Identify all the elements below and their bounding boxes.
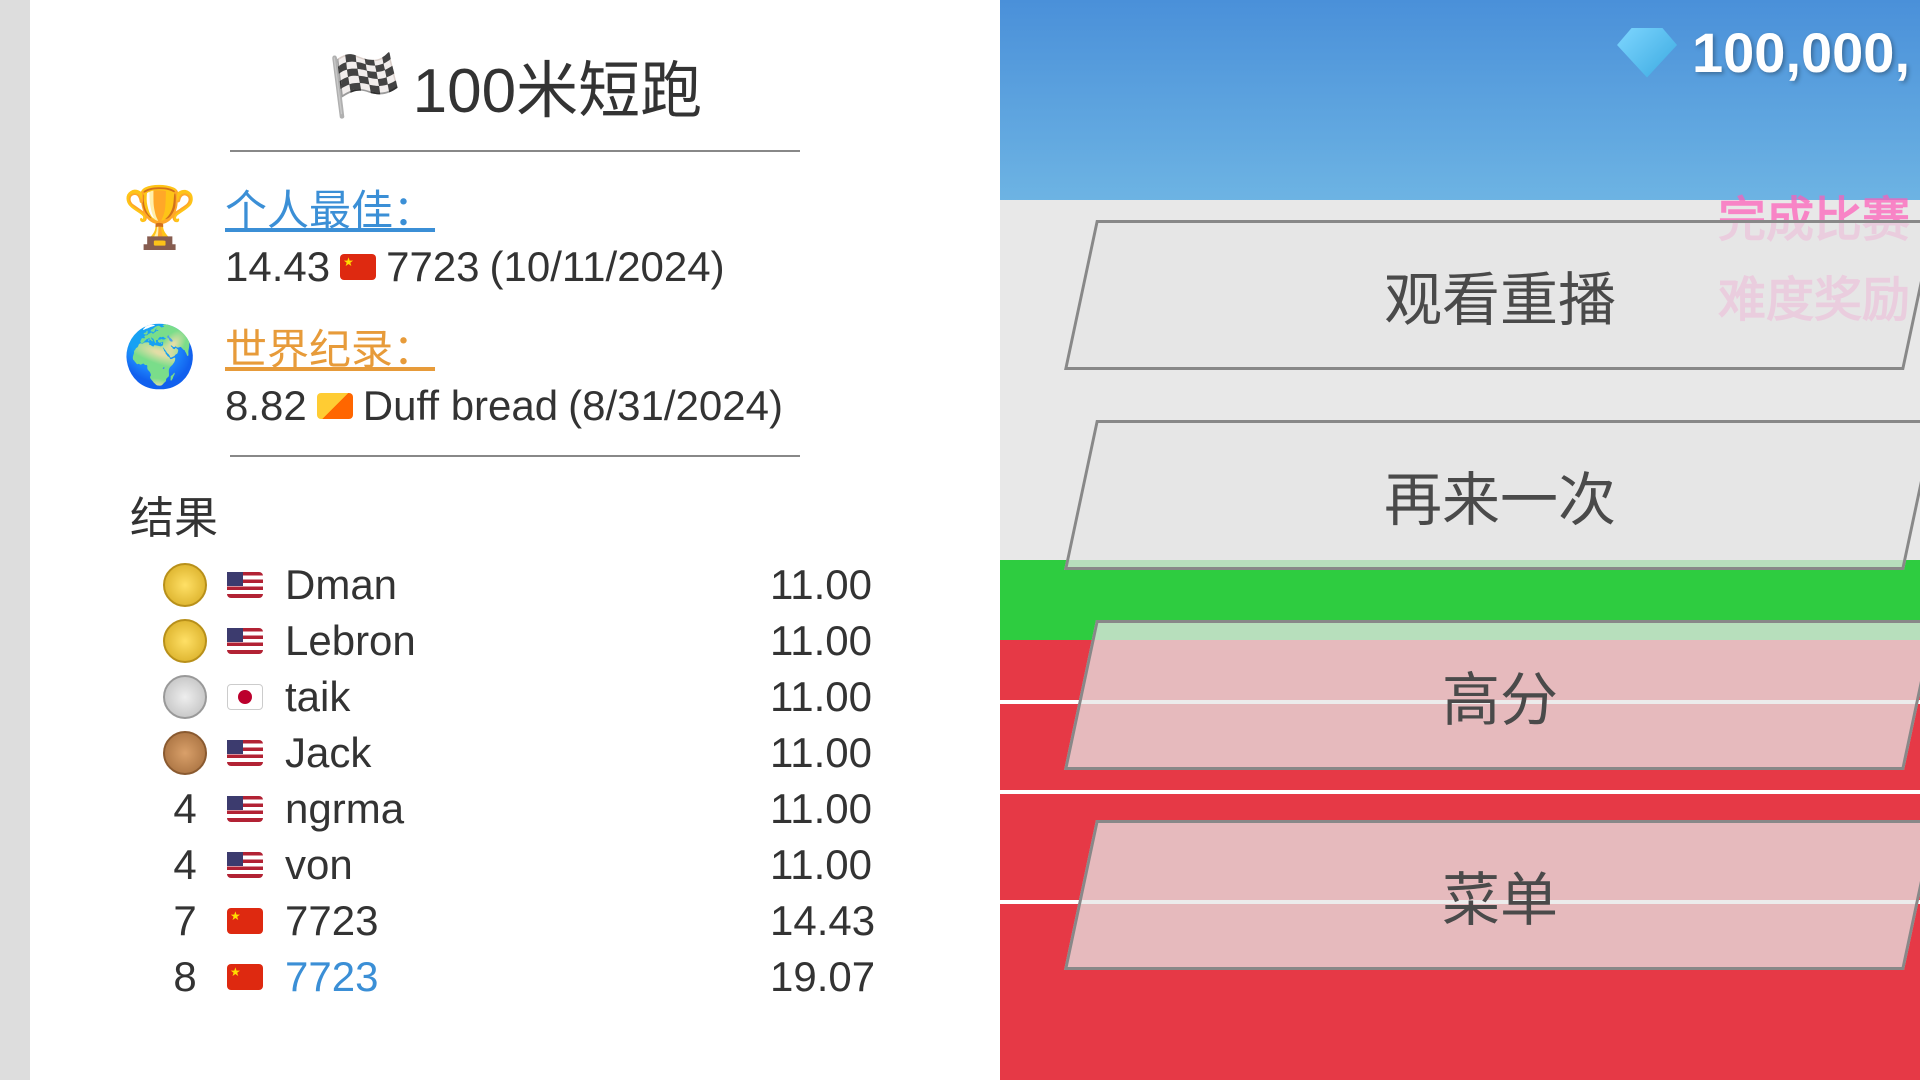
world-record-row: 🌍 世界纪录： 8.82 Duff bread (8/31/2024) [80,316,950,430]
player-time: 11.00 [770,617,950,665]
rank-cell [150,731,220,775]
flag-cell [220,572,270,598]
rank-cell: 7 [150,897,220,945]
country-flag-icon [227,572,263,598]
rank-cell [150,619,220,663]
country-flag-icon [227,908,263,934]
player-name: Jack [270,729,770,777]
rank-cell: 4 [150,785,220,833]
result-row: Jack11.00 [150,729,950,777]
pb-label: 个人最佳： [225,177,725,238]
player-time: 11.00 [770,673,950,721]
player-name: von [270,841,770,889]
trophy-icon: 🏆 [120,177,200,257]
result-row: 4 ngrma11.00 [150,785,950,833]
player-time: 11.00 [770,561,950,609]
gold-medal-icon [163,563,207,607]
pb-player: 7723 [386,243,479,291]
pb-time: 14.43 [225,243,330,291]
flag-cell [220,628,270,654]
pb-flag-icon [340,254,376,280]
menu-button[interactable]: 菜单 [1064,820,1920,970]
player-time: 11.00 [770,729,950,777]
checkered-flag-icon: 🏁 [328,50,403,121]
menu-button-stack: 观看重播 再来一次 高分 菜单 [1080,220,1920,970]
flag-cell [220,796,270,822]
country-flag-icon [227,796,263,822]
wr-time: 8.82 [225,382,307,430]
flag-cell [220,852,270,878]
player-name: 7723 [270,953,770,1001]
gold-medal-icon [163,619,207,663]
personal-best-row: 🏆 个人最佳： 14.43 7723 (10/11/2024) [80,177,950,291]
watch-replay-button[interactable]: 观看重播 [1064,220,1920,370]
result-row: taik11.00 [150,673,950,721]
player-time: 11.00 [770,841,950,889]
pb-value: 14.43 7723 (10/11/2024) [225,243,725,291]
wr-flag-icon [317,393,353,419]
wr-date: (8/31/2024) [568,382,783,430]
player-time: 11.00 [770,785,950,833]
highscore-button[interactable]: 高分 [1064,620,1920,770]
world-record-text: 世界纪录： 8.82 Duff bread (8/31/2024) [225,316,783,430]
results-list: Dman11.00Lebron11.00taik11.00Jack11.004n… [80,561,950,1001]
player-time: 19.07 [770,953,950,1001]
leaderboard-panel: 🏁 100米短跑 🏆 个人最佳： 14.43 7723 (10/11/2024)… [30,0,1000,1080]
left-edge-strip [0,0,30,1080]
country-flag-icon [227,740,263,766]
result-row: 4 von11.00 [150,841,950,889]
result-row: 8 772319.07 [150,953,950,1001]
silver-medal-icon [163,675,207,719]
wr-value: 8.82 Duff bread (8/31/2024) [225,382,783,430]
player-name: taik [270,673,770,721]
play-again-button[interactable]: 再来一次 [1064,420,1920,570]
wr-player: Duff bread [363,382,558,430]
country-flag-icon [227,964,263,990]
bronze-medal-icon [163,731,207,775]
result-row: Dman11.00 [150,561,950,609]
player-name: Dman [270,561,770,609]
player-name: Lebron [270,617,770,665]
pb-date: (10/11/2024) [490,243,725,291]
result-row: Lebron11.00 [150,617,950,665]
wr-label: 世界纪录： [225,316,783,377]
flag-cell [220,908,270,934]
currency-display: 100,000, [1617,20,1920,85]
country-flag-icon [227,684,263,710]
country-flag-icon [227,852,263,878]
event-title-row: 🏁 100米短跑 [80,40,950,130]
flag-cell [220,964,270,990]
flag-cell [220,740,270,766]
player-time: 14.43 [770,897,950,945]
divider [230,150,800,152]
rank-cell: 4 [150,841,220,889]
globe-icon: 🌍 [120,316,200,396]
results-header: 结果 [130,482,950,546]
divider-2 [230,455,800,457]
rank-cell: 8 [150,953,220,1001]
rank-cell [150,675,220,719]
event-title: 100米短跑 [413,40,702,130]
flag-cell [220,684,270,710]
game-background: 100,000, 完成比赛 难度奖励 观看重播 再来一次 高分 菜单 [1000,0,1920,1080]
country-flag-icon [227,628,263,654]
player-name: 7723 [270,897,770,945]
rank-cell [150,563,220,607]
diamond-icon [1617,28,1677,78]
player-name: ngrma [270,785,770,833]
result-row: 7 772314.43 [150,897,950,945]
personal-best-text: 个人最佳： 14.43 7723 (10/11/2024) [225,177,725,291]
currency-amount: 100,000, [1692,20,1910,85]
